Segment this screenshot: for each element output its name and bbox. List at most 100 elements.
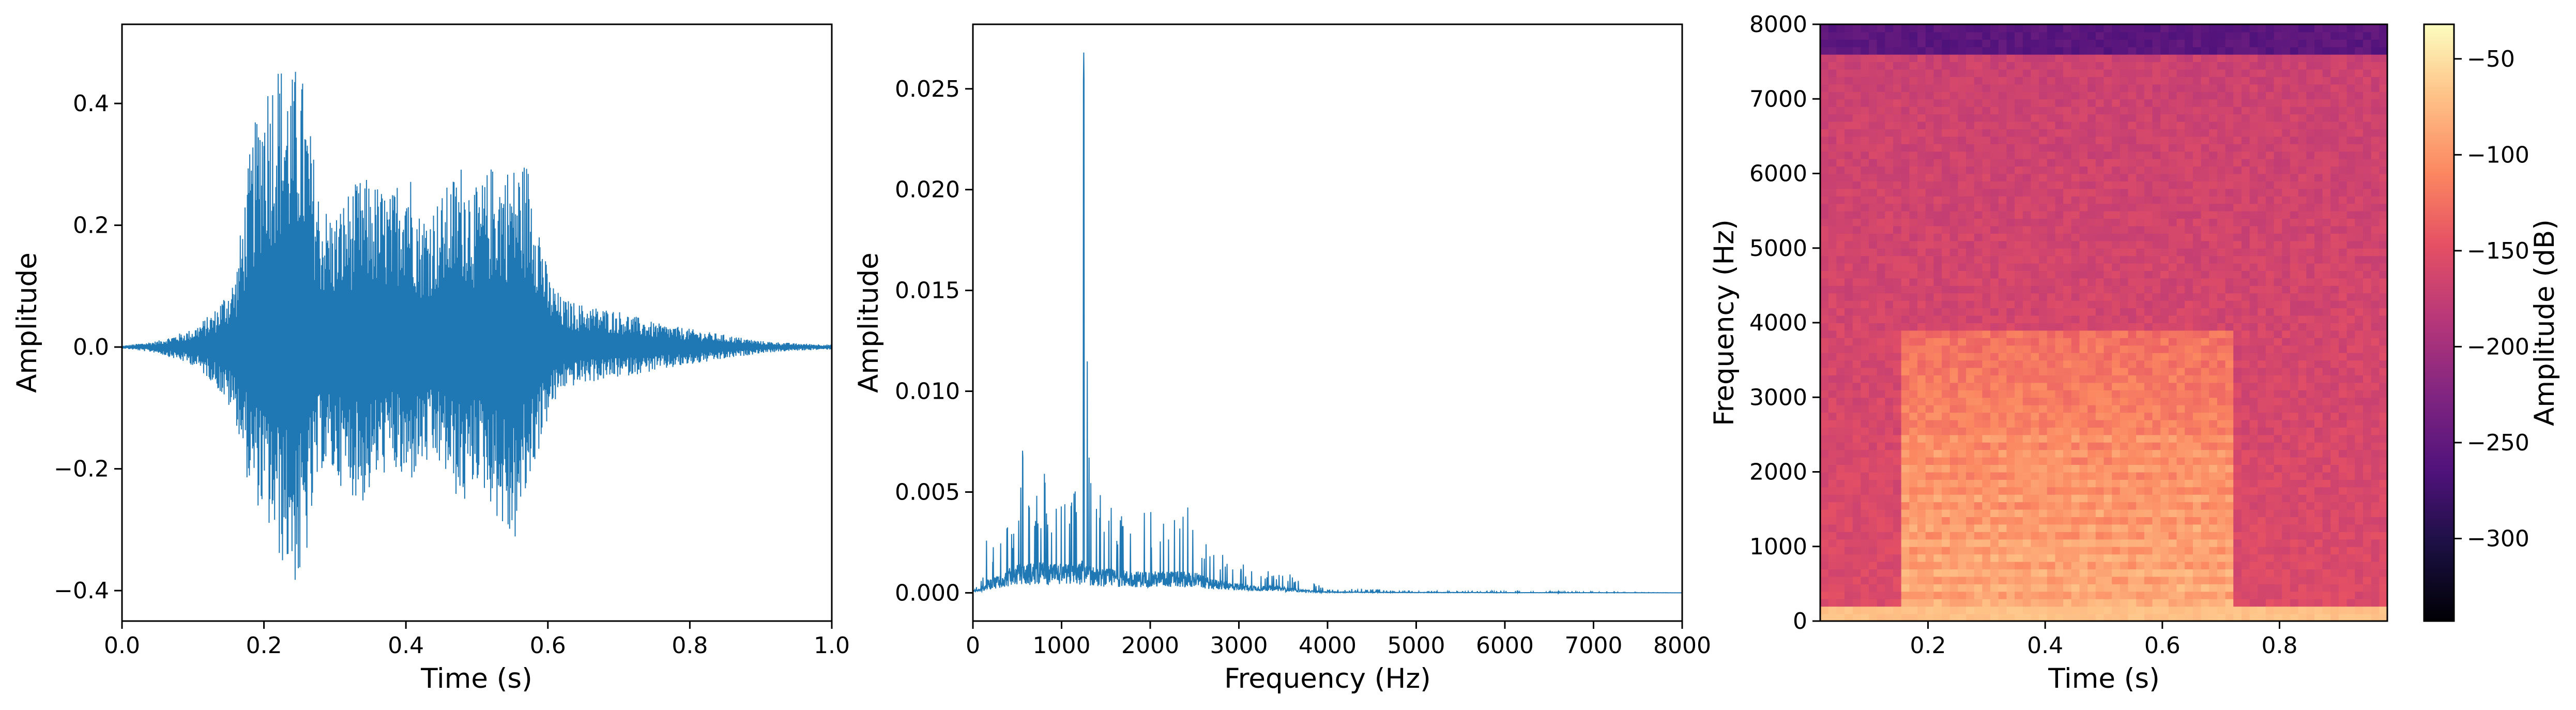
spectrogram-cell <box>1869 494 1878 503</box>
spectrogram-cell <box>2306 315 2315 323</box>
spectrogram-cell <box>1909 293 1918 301</box>
spectrogram-cell <box>2079 367 2089 375</box>
spectrogram-cell <box>2047 389 2056 398</box>
spectrogram-cell <box>2095 136 2105 144</box>
spectrogram-cell <box>2055 397 2064 405</box>
spectrogram-cell <box>2274 591 2283 599</box>
spectrogram-cell <box>1974 129 1983 137</box>
spectrogram-cell <box>2225 47 2234 55</box>
spectrogram-cell <box>1949 188 1959 197</box>
spectrogram-cell <box>2233 225 2242 234</box>
spectrogram-cell <box>1974 69 1983 77</box>
spectrogram-cell <box>2031 412 2040 420</box>
spectrogram-cell <box>2225 225 2234 234</box>
spectrogram-cell <box>2241 494 2250 503</box>
spectrogram-cell <box>2015 337 2023 346</box>
spectrogram-cell <box>1966 442 1975 450</box>
spectrogram-cell <box>1925 531 1934 540</box>
spectrogram-cell <box>1828 576 1837 584</box>
spectrogram-cell <box>2168 255 2177 264</box>
spectrogram-cell <box>2160 39 2169 48</box>
spectrogram-cell <box>2063 62 2072 70</box>
spectrogram-cell <box>1845 69 1853 77</box>
spectrogram-cell <box>2104 39 2113 48</box>
spectrogram-cell <box>2282 293 2291 301</box>
spectrogram-cell <box>2006 240 2016 249</box>
spectrogram-cell <box>1942 583 1950 592</box>
spectrogram-cell <box>1861 323 1870 331</box>
spectrogram-cell <box>2168 502 2177 510</box>
spectrogram-cell <box>1893 606 1902 614</box>
spectrogram-cell <box>1852 47 1862 55</box>
spectrogram-cell <box>2104 315 2113 323</box>
spectrogram-cell <box>1828 330 1837 338</box>
spectrogram-cell <box>2071 352 2080 361</box>
spectrogram-cell <box>2031 494 2040 503</box>
spectrogram-cell <box>1974 143 1983 152</box>
spectrogram-cell <box>1942 114 1950 122</box>
spectrogram-cell <box>2282 569 2291 577</box>
spectrogram-cell <box>1974 457 1983 465</box>
spectrogram-cell <box>1966 84 1975 92</box>
spectrogram-cell <box>1877 173 1886 182</box>
spectrogram-cell <box>2047 583 2056 592</box>
spectrogram-cell <box>2039 129 2048 137</box>
spectrogram-cell <box>2015 531 2023 540</box>
spectrogram-cell <box>2282 509 2291 517</box>
spectrogram-cell <box>1845 524 1853 532</box>
spectrogram-cell <box>1885 546 1894 555</box>
spectrogram-cell <box>1852 360 1862 368</box>
spectrogram-cell <box>2128 464 2137 473</box>
spectrogram-cell <box>1958 233 1967 241</box>
spectrogram-cell <box>2006 472 2016 480</box>
spectrogram-cell <box>2306 218 2315 226</box>
spectrogram-cell <box>2185 330 2193 338</box>
spectrogram-cell <box>2022 24 2032 33</box>
spectrogram-cell <box>2201 352 2210 361</box>
spectrogram-cell <box>2306 479 2315 488</box>
spectrogram-cell <box>2047 561 2056 569</box>
spectrogram-cell <box>2233 263 2242 271</box>
spectrogram-cell <box>2185 166 2193 174</box>
spectrogram-cell <box>1877 84 1886 92</box>
spectrogram-cell <box>2217 195 2226 204</box>
spectrogram-cell <box>2160 136 2169 144</box>
spectrogram-cell <box>2249 375 2259 383</box>
spectrogram-cell <box>2136 367 2145 375</box>
spectrogram-cell <box>2265 180 2275 189</box>
spectrogram-cell <box>2282 114 2291 122</box>
spectrogram-cell <box>2136 166 2145 174</box>
spectrogram-cell <box>2047 24 2056 33</box>
spectrogram-cell <box>2136 39 2145 48</box>
spectrogram-cell <box>2209 539 2218 547</box>
spectrogram-cell <box>2144 397 2153 405</box>
spectrogram-cell <box>2282 323 2291 331</box>
spectrogram-cell <box>1942 143 1950 152</box>
spectrogram-cell <box>2063 263 2072 271</box>
spectrogram-cell <box>1885 517 1894 525</box>
spectrogram-cell <box>2120 464 2129 473</box>
spectrogram-cell <box>1820 531 1829 540</box>
spectrogram-cell <box>2225 561 2234 569</box>
spectrogram-cell <box>2201 494 2210 503</box>
spectrogram-cell <box>2249 195 2259 204</box>
spectrogram-cell <box>2233 598 2242 607</box>
spectrogram-cell <box>2274 255 2283 264</box>
spectrogram-cell <box>1861 569 1870 577</box>
spectrogram-cell <box>2039 308 2048 316</box>
spectrogram-cell <box>1990 569 1999 577</box>
spectrogram-cell <box>1925 583 1934 592</box>
spectrogram-cell <box>2144 375 2153 383</box>
spectrogram-cell <box>2265 397 2275 405</box>
spectrogram-cell <box>2079 412 2089 420</box>
spectrogram-cell <box>2112 367 2121 375</box>
spectrogram-cell <box>1917 449 1926 458</box>
spectrogram-cell <box>2192 352 2202 361</box>
spectrogram-cell <box>1998 472 2007 480</box>
spectrogram-cell <box>2015 576 2023 584</box>
spectrogram-cell <box>1885 569 1894 577</box>
spectrogram-cell <box>2104 502 2113 510</box>
spectrogram-cell <box>1845 382 1853 390</box>
spectrogram-cell <box>2144 554 2153 562</box>
spectrogram-cell <box>1998 225 2007 234</box>
